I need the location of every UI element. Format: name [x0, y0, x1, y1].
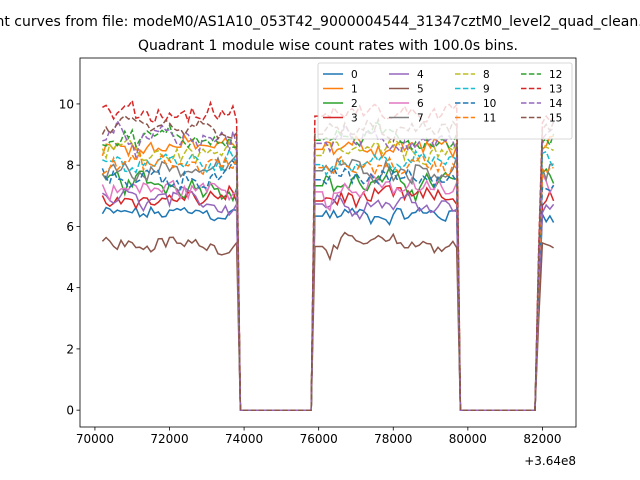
legend-label-3: 3: [351, 113, 358, 125]
plot-area: 70000 72000 74000 76000 78000 80000 82000 0 2 4 6 8…: [59, 57, 577, 446]
legend-label-10: 10: [483, 98, 496, 110]
axes-frame: [79, 57, 577, 428]
x-tick-label: 74000: [225, 432, 263, 446]
legend-label-14: 14: [549, 98, 563, 110]
legend-label-9: 9: [483, 84, 490, 96]
y-tick-label: 8: [66, 159, 74, 173]
x-tick-label: 70000: [76, 432, 114, 446]
x-axis-offset-label: +3.64e8: [524, 454, 576, 468]
legend-label-15: 15: [549, 113, 562, 125]
legend-label-0: 0: [351, 69, 358, 81]
legend-label-13: 13: [549, 84, 562, 96]
legend-label-8: 8: [483, 69, 490, 81]
legend-label-5: 5: [417, 84, 424, 96]
x-tick-label: 82000: [523, 432, 561, 446]
y-tick-label: 6: [66, 220, 74, 234]
y-tick-label: 10: [59, 97, 74, 111]
legend-label-12: 12: [549, 69, 562, 81]
legend-frame: [317, 62, 573, 140]
y-tick-label: 2: [66, 342, 74, 356]
x-tick-label: 72000: [150, 432, 188, 446]
y-tick-label: 4: [66, 281, 74, 295]
figure-suptitle: Light curves from file: modeM0/AS1A10_05…: [0, 14, 640, 30]
x-tick-label: 78000: [374, 432, 412, 446]
legend-label-2: 2: [351, 98, 358, 110]
legend-label-1: 1: [351, 84, 358, 96]
chart-title: Quadrant 1 module wise count rates with …: [138, 38, 518, 54]
series-line-15: [101, 114, 555, 411]
legend-label-4: 4: [417, 69, 424, 81]
legend-label-6: 6: [417, 98, 424, 110]
x-tick-label: 80000: [449, 432, 487, 446]
legend-label-7: 7: [417, 113, 424, 125]
series-line-14: [102, 118, 554, 411]
y-tick-label: 0: [66, 404, 74, 418]
x-tick-label: 76000: [300, 432, 338, 446]
legend-label-11: 11: [483, 113, 496, 125]
